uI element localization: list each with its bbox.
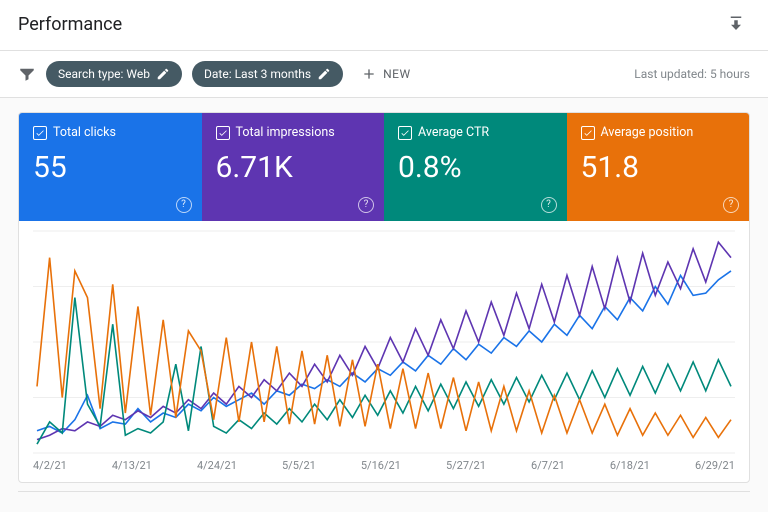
chip-label: Search type: Web bbox=[58, 67, 150, 81]
x-tick: 4/2/21 bbox=[33, 459, 67, 472]
tab-devices[interactable]: DEVICES bbox=[309, 502, 363, 512]
x-tick: 6/18/21 bbox=[610, 459, 650, 472]
help-icon[interactable]: ? bbox=[541, 197, 557, 213]
add-filter-button[interactable]: NEW bbox=[353, 62, 419, 86]
chart-area bbox=[19, 221, 749, 459]
series-ctr bbox=[37, 298, 731, 445]
metric-value: 0.8% bbox=[398, 150, 553, 185]
x-tick: 4/24/21 bbox=[197, 459, 237, 472]
metric-tile-0[interactable]: Total clicks 55? bbox=[19, 113, 202, 221]
chart-x-axis: 4/2/21 4/13/21 4/24/21 5/5/21 5/16/21 5/27/21… bbox=[19, 459, 749, 482]
metric-value: 6.71K bbox=[216, 150, 371, 185]
x-tick: 5/16/21 bbox=[361, 459, 401, 472]
metric-label: Average CTR bbox=[418, 125, 489, 140]
tab-countries[interactable]: COUNTRIES bbox=[204, 502, 275, 512]
tab-queries[interactable]: QUERIES bbox=[40, 502, 94, 512]
help-icon[interactable]: ? bbox=[176, 197, 192, 213]
page-title: Performance bbox=[18, 14, 122, 35]
tab-dates[interactable]: DATES bbox=[564, 502, 605, 512]
last-updated-text: Last updated: 5 hours bbox=[634, 67, 750, 81]
metric-tile-1[interactable]: Total impressions 6.71K? bbox=[202, 113, 385, 221]
download-button[interactable] bbox=[722, 10, 750, 38]
series-position bbox=[37, 258, 731, 438]
x-tick: 6/29/21 bbox=[695, 459, 735, 472]
plus-icon bbox=[361, 66, 377, 82]
x-tick: 6/7/21 bbox=[531, 459, 565, 472]
performance-card: Total clicks55?Total impressions6.71K?Av… bbox=[18, 112, 750, 483]
tab-pages[interactable]: PAGES bbox=[128, 502, 170, 512]
pencil-icon bbox=[156, 67, 170, 81]
metric-tile-2[interactable]: Average CTR 0.8%? bbox=[384, 113, 567, 221]
page-header: Performance bbox=[0, 0, 768, 51]
tab-search-appearance[interactable]: SEARCH APPEARANCE bbox=[396, 502, 530, 512]
checkbox-icon bbox=[581, 126, 595, 140]
chip-label: Date: Last 3 months bbox=[204, 67, 311, 81]
metric-value: 55 bbox=[33, 150, 188, 185]
checkbox-icon bbox=[398, 126, 412, 140]
x-tick: 5/27/21 bbox=[446, 459, 486, 472]
line-chart bbox=[33, 227, 735, 457]
metric-label: Average position bbox=[601, 125, 694, 140]
metric-label: Total clicks bbox=[53, 125, 116, 140]
series-impressions bbox=[37, 242, 731, 440]
new-label: NEW bbox=[383, 67, 411, 81]
chip-search-type[interactable]: Search type: Web bbox=[46, 61, 182, 87]
metric-tile-3[interactable]: Average position 51.8? bbox=[567, 113, 750, 221]
chip-date-range[interactable]: Date: Last 3 months bbox=[192, 61, 343, 87]
x-tick: 5/5/21 bbox=[282, 459, 316, 472]
pencil-icon bbox=[317, 67, 331, 81]
dimension-tabs: QUERIES PAGES COUNTRIES DEVICES SEARCH APPEA… bbox=[18, 491, 750, 512]
download-icon bbox=[727, 15, 745, 33]
help-icon[interactable]: ? bbox=[358, 197, 374, 213]
metric-value: 51.8 bbox=[581, 150, 736, 185]
filter-icon[interactable] bbox=[18, 65, 36, 83]
checkbox-icon bbox=[33, 126, 47, 140]
metric-tiles: Total clicks55?Total impressions6.71K?Av… bbox=[19, 113, 749, 221]
checkbox-icon bbox=[216, 126, 230, 140]
filter-bar: Search type: Web Date: Last 3 months NEW… bbox=[0, 51, 768, 98]
x-tick: 4/13/21 bbox=[112, 459, 152, 472]
help-icon[interactable]: ? bbox=[723, 197, 739, 213]
metric-label: Total impressions bbox=[236, 125, 335, 140]
